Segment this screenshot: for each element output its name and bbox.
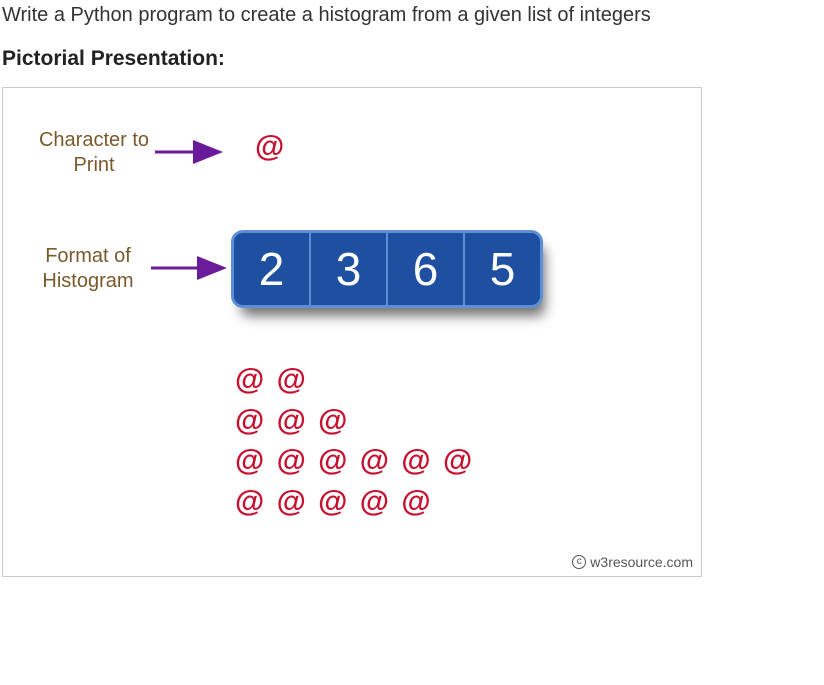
attribution-footer: c w3resource.com bbox=[572, 554, 693, 570]
label-character-to-print: Character to Print bbox=[29, 128, 159, 178]
page-root: Write a Python program to create a histo… bbox=[0, 0, 824, 579]
label-line: Print bbox=[73, 154, 114, 176]
hist-cell: 2 bbox=[234, 233, 311, 305]
hist-cell: 5 bbox=[465, 233, 540, 305]
histogram-output: @ @ @ @ @ @ @ @ @ @ @ @ @ @ @ @ bbox=[235, 360, 474, 522]
output-row: @ @ @ bbox=[235, 401, 474, 442]
arrow-icon bbox=[153, 140, 233, 164]
label-line: Character to bbox=[39, 129, 149, 151]
problem-statement: Write a Python program to create a histo… bbox=[2, 4, 822, 27]
label-format-of-histogram: Format of Histogram bbox=[33, 244, 143, 294]
hist-cell: 6 bbox=[388, 233, 465, 305]
section-title: Pictorial Presentation: bbox=[2, 47, 822, 71]
arrow-icon bbox=[149, 256, 237, 280]
label-line: Format of bbox=[45, 245, 131, 267]
copyright-icon: c bbox=[572, 555, 586, 569]
output-row: @ @ bbox=[235, 360, 474, 401]
footer-text: w3resource.com bbox=[590, 554, 693, 570]
hist-cell: 3 bbox=[311, 233, 388, 305]
histogram-values-box: 2 3 6 5 bbox=[231, 230, 543, 308]
output-row: @ @ @ @ @ bbox=[235, 482, 474, 523]
print-char: @ bbox=[255, 130, 284, 164]
diagram-container: Character to Print @ Format of Histogram bbox=[2, 87, 702, 577]
output-row: @ @ @ @ @ @ bbox=[235, 441, 474, 482]
label-line: Histogram bbox=[42, 270, 133, 292]
